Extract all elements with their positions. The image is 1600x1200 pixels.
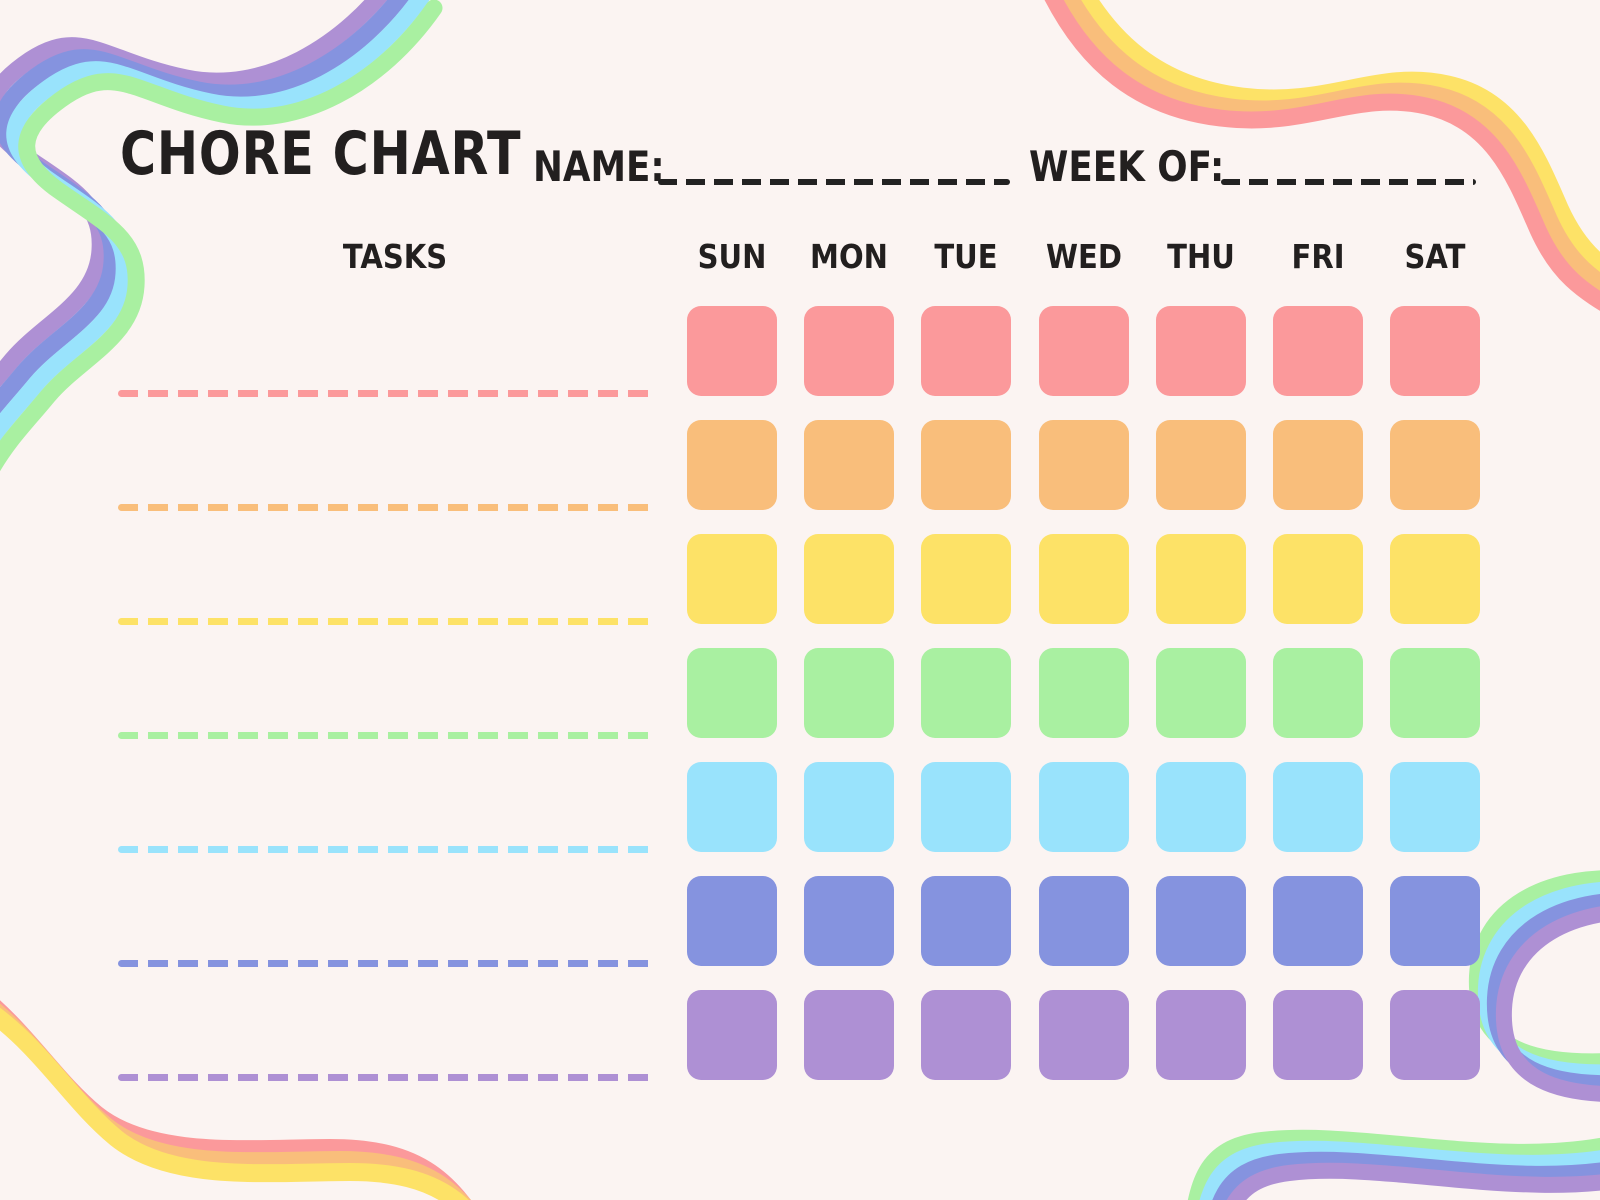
- day-header-sun: SUN: [697, 237, 767, 276]
- chore-cell-r5-mon[interactable]: [804, 762, 894, 852]
- chore-cell-r1-mon[interactable]: [804, 306, 894, 396]
- chore-cell-r5-thu[interactable]: [1156, 762, 1246, 852]
- task-write-line-row-6[interactable]: [118, 960, 658, 967]
- day-header-wed: WED: [1046, 237, 1122, 276]
- chore-cell-r6-mon[interactable]: [804, 876, 894, 966]
- chore-cell-r7-mon[interactable]: [804, 990, 894, 1080]
- task-write-line-row-4[interactable]: [118, 732, 658, 739]
- chore-cell-r7-fri[interactable]: [1273, 990, 1363, 1080]
- task-write-line-row-3[interactable]: [118, 618, 658, 625]
- task-write-line-row-7[interactable]: [118, 1074, 658, 1081]
- chore-cell-r1-wed[interactable]: [1039, 306, 1129, 396]
- chore-cell-r3-wed[interactable]: [1039, 534, 1129, 624]
- name-input-line[interactable]: [658, 179, 1010, 185]
- chore-cell-r2-mon[interactable]: [804, 420, 894, 510]
- rainbow-ribbon-bottom-right: [1187, 870, 1600, 1200]
- chore-cell-r4-sun[interactable]: [687, 648, 777, 738]
- task-write-line-row-5[interactable]: [118, 846, 658, 853]
- chore-cell-r2-tue[interactable]: [921, 420, 1011, 510]
- task-write-line-row-2[interactable]: [118, 504, 658, 511]
- chore-cell-r2-fri[interactable]: [1273, 420, 1363, 510]
- chore-cell-r1-sat[interactable]: [1390, 306, 1480, 396]
- chore-cell-r6-fri[interactable]: [1273, 876, 1363, 966]
- rainbow-ribbon-top-right: [1044, 0, 1600, 311]
- chore-cell-r1-fri[interactable]: [1273, 306, 1363, 396]
- day-header-tue: TUE: [934, 237, 998, 276]
- week-of-input-line[interactable]: [1221, 179, 1476, 185]
- page-title: CHORE CHART: [120, 119, 522, 189]
- chore-cell-r3-sun[interactable]: [687, 534, 777, 624]
- chore-cell-r1-thu[interactable]: [1156, 306, 1246, 396]
- day-header-sat: SAT: [1404, 237, 1466, 276]
- chore-cell-r5-wed[interactable]: [1039, 762, 1129, 852]
- rainbow-ribbon-bottom-left: [0, 1000, 471, 1200]
- chore-cell-r6-sat[interactable]: [1390, 876, 1480, 966]
- tasks-column-header: TASKS: [342, 237, 448, 276]
- chore-cell-r2-sat[interactable]: [1390, 420, 1480, 510]
- chore-cell-r4-sat[interactable]: [1390, 648, 1480, 738]
- week-of-label: WEEK OF:: [1029, 142, 1225, 191]
- chore-cell-r6-wed[interactable]: [1039, 876, 1129, 966]
- chore-cell-r4-thu[interactable]: [1156, 648, 1246, 738]
- chore-cell-r1-tue[interactable]: [921, 306, 1011, 396]
- chore-cell-r2-sun[interactable]: [687, 420, 777, 510]
- chore-cell-r6-tue[interactable]: [921, 876, 1011, 966]
- chore-cell-r3-thu[interactable]: [1156, 534, 1246, 624]
- day-header-mon: MON: [810, 237, 888, 276]
- chore-cell-r5-tue[interactable]: [921, 762, 1011, 852]
- task-write-line-row-1[interactable]: [118, 390, 658, 397]
- chore-cell-r4-tue[interactable]: [921, 648, 1011, 738]
- chore-cell-r3-tue[interactable]: [921, 534, 1011, 624]
- chore-cell-r6-sun[interactable]: [687, 876, 777, 966]
- chore-cell-r7-sat[interactable]: [1390, 990, 1480, 1080]
- chore-cell-r4-mon[interactable]: [804, 648, 894, 738]
- chore-cell-r3-mon[interactable]: [804, 534, 894, 624]
- day-header-fri: FRI: [1291, 237, 1345, 276]
- chore-cell-r5-sat[interactable]: [1390, 762, 1480, 852]
- chore-cell-r2-thu[interactable]: [1156, 420, 1246, 510]
- chore-cell-r4-wed[interactable]: [1039, 648, 1129, 738]
- chore-cell-r1-sun[interactable]: [687, 306, 777, 396]
- chore-cell-r7-wed[interactable]: [1039, 990, 1129, 1080]
- chore-cell-r2-wed[interactable]: [1039, 420, 1129, 510]
- chore-cell-r6-thu[interactable]: [1156, 876, 1246, 966]
- chore-cell-r4-fri[interactable]: [1273, 648, 1363, 738]
- chore-cell-r7-tue[interactable]: [921, 990, 1011, 1080]
- chore-cell-r3-sat[interactable]: [1390, 534, 1480, 624]
- day-header-thu: THU: [1167, 237, 1235, 276]
- chore-cell-r7-thu[interactable]: [1156, 990, 1246, 1080]
- name-label: NAME:: [533, 142, 665, 191]
- chore-cell-r3-fri[interactable]: [1273, 534, 1363, 624]
- chore-cell-r5-sun[interactable]: [687, 762, 777, 852]
- chore-cell-r7-sun[interactable]: [687, 990, 777, 1080]
- chore-cell-r5-fri[interactable]: [1273, 762, 1363, 852]
- rainbow-ribbon-top-left: [0, 0, 443, 472]
